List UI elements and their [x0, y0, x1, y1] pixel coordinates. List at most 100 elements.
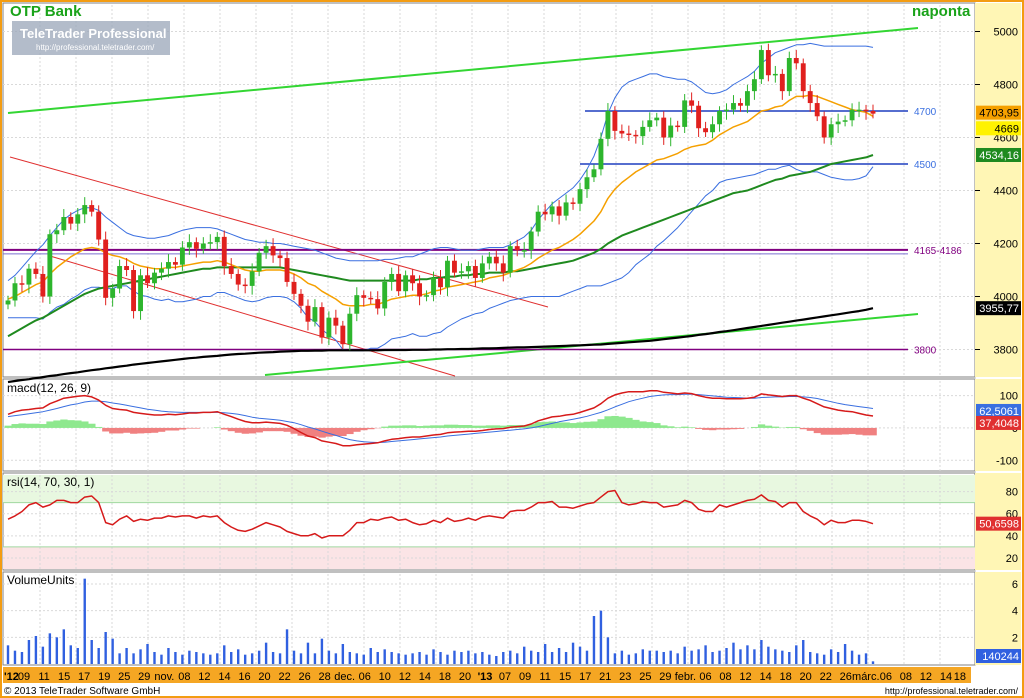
flag-macd-box [976, 403, 1021, 418]
macd-histogram-bar [123, 427, 131, 433]
candle-down [542, 211, 548, 215]
macd-histogram-bar [402, 425, 410, 428]
macd-histogram-bar [381, 426, 389, 428]
macd-histogram-bar [667, 426, 675, 428]
date-axis-label: 06 [699, 671, 711, 683]
candle-down [410, 275, 416, 284]
candle-up [186, 242, 192, 248]
volume-bar [348, 652, 352, 664]
date-axis-label: 20 [800, 671, 812, 683]
candle-up [82, 205, 88, 215]
price-value-flags: 4703,95 4669 4534,16 3955,77 [976, 105, 1021, 316]
macd-line [7, 389, 874, 447]
macd-histogram-bar [695, 427, 703, 429]
macd-histogram-bar [39, 424, 47, 428]
candle-up [61, 217, 67, 231]
macd-histogram-bar [764, 425, 773, 428]
macd-histogram-bar [290, 427, 298, 434]
date-axis-label: 25 [118, 671, 130, 683]
macd-histogram-bar [283, 427, 291, 432]
volume-bar [683, 646, 686, 664]
macd-histogram-bar [618, 416, 626, 428]
candle-down [68, 217, 74, 224]
macd-histogram-bar [46, 421, 54, 428]
volume-bar [55, 637, 59, 664]
volume-bar [97, 648, 100, 664]
volume-bar [634, 653, 638, 664]
macd-histogram-bar [709, 427, 717, 431]
candle-up [640, 126, 646, 137]
date-axis-label: 22 [820, 671, 832, 683]
macd-histogram-bar [11, 424, 19, 428]
candle-up [842, 120, 848, 122]
rsi-overbought-band [3, 475, 975, 503]
candle-down [570, 202, 576, 204]
volume-bar [655, 650, 658, 664]
date-axis-label: 12 [198, 671, 210, 683]
macd-histogram-bar [234, 427, 242, 433]
macd-histogram-bar [164, 427, 173, 431]
volume-bar [90, 640, 93, 664]
macd-histogram-bar [81, 421, 89, 428]
candle-down [472, 266, 478, 278]
price-axis: 3800 4000 4200 4400 4600 4800 5000 [975, 27, 1018, 357]
volume-bar [676, 653, 679, 664]
flag-rsi-box [976, 516, 1021, 531]
volume-bar [271, 652, 275, 664]
volume-bar [795, 645, 798, 664]
volume-bar [118, 653, 121, 664]
macd-histogram-bar [325, 427, 333, 437]
macd-histogram-bar [430, 425, 438, 428]
candle-up [431, 277, 436, 296]
watermark: TeleTrader Professional http://professio… [12, 21, 170, 55]
candle-down [396, 273, 402, 292]
volume-bar [690, 650, 693, 664]
macd-histogram-bar [416, 425, 424, 428]
instrument-title: OTP Bank [10, 3, 82, 20]
volume-bar [474, 653, 477, 664]
candle-down [675, 125, 681, 128]
channel-red-upper [9, 156, 549, 308]
candle-up [584, 177, 590, 190]
volume-bar [439, 652, 442, 664]
candle-down [333, 317, 339, 326]
date-axis-label: 18 [439, 671, 451, 683]
macd-histogram-bar [576, 422, 584, 428]
candle-up [507, 246, 513, 273]
macd-histogram-bar [688, 427, 696, 428]
volume-bar [299, 653, 303, 664]
candle-up [479, 263, 485, 278]
volume-axis-label: 2 [1012, 632, 1018, 644]
candle-up [710, 124, 715, 133]
volume-bar [836, 652, 840, 664]
volume-bar [48, 633, 52, 664]
price-axis-label: 4400 [994, 186, 1018, 198]
watermark-url: http://professional.teletrader.com/ [36, 43, 155, 52]
macd-histogram-bar [569, 423, 577, 428]
volume-bar [376, 652, 379, 664]
date-axis-label: 08 [178, 671, 190, 683]
volume-bar [843, 644, 847, 664]
candle-down [145, 275, 150, 284]
period-label: naponta [912, 3, 971, 20]
date-axis-label: 08 [900, 671, 912, 683]
macd-histogram-bar [478, 425, 487, 428]
volume-bar [739, 649, 742, 664]
macd-histogram-bar [869, 427, 877, 436]
macd-signal-line [7, 393, 874, 443]
macd-histogram-bar [562, 422, 570, 428]
candle-down [131, 270, 137, 312]
macd-histogram-bar [723, 427, 731, 430]
macd-histogram-bar [750, 426, 759, 428]
rsi-oversold-band [3, 546, 975, 569]
volume-bar [237, 649, 240, 664]
volume-bars: 2 4 6 140244 [3, 578, 1021, 664]
candle-down [800, 63, 806, 92]
volume-bar [181, 654, 184, 664]
macd-histogram-bar [367, 427, 375, 430]
candle-down [556, 206, 562, 216]
candle-up [75, 214, 81, 224]
volume-bar [502, 652, 505, 664]
macd-histogram-bar [74, 420, 82, 428]
volume-bar [125, 648, 128, 664]
